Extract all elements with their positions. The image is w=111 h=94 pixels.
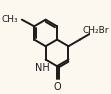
- Text: O: O: [53, 82, 61, 92]
- Text: CH₂Br: CH₂Br: [83, 26, 109, 35]
- Text: CH₃: CH₃: [2, 15, 18, 24]
- Text: NH: NH: [35, 63, 50, 73]
